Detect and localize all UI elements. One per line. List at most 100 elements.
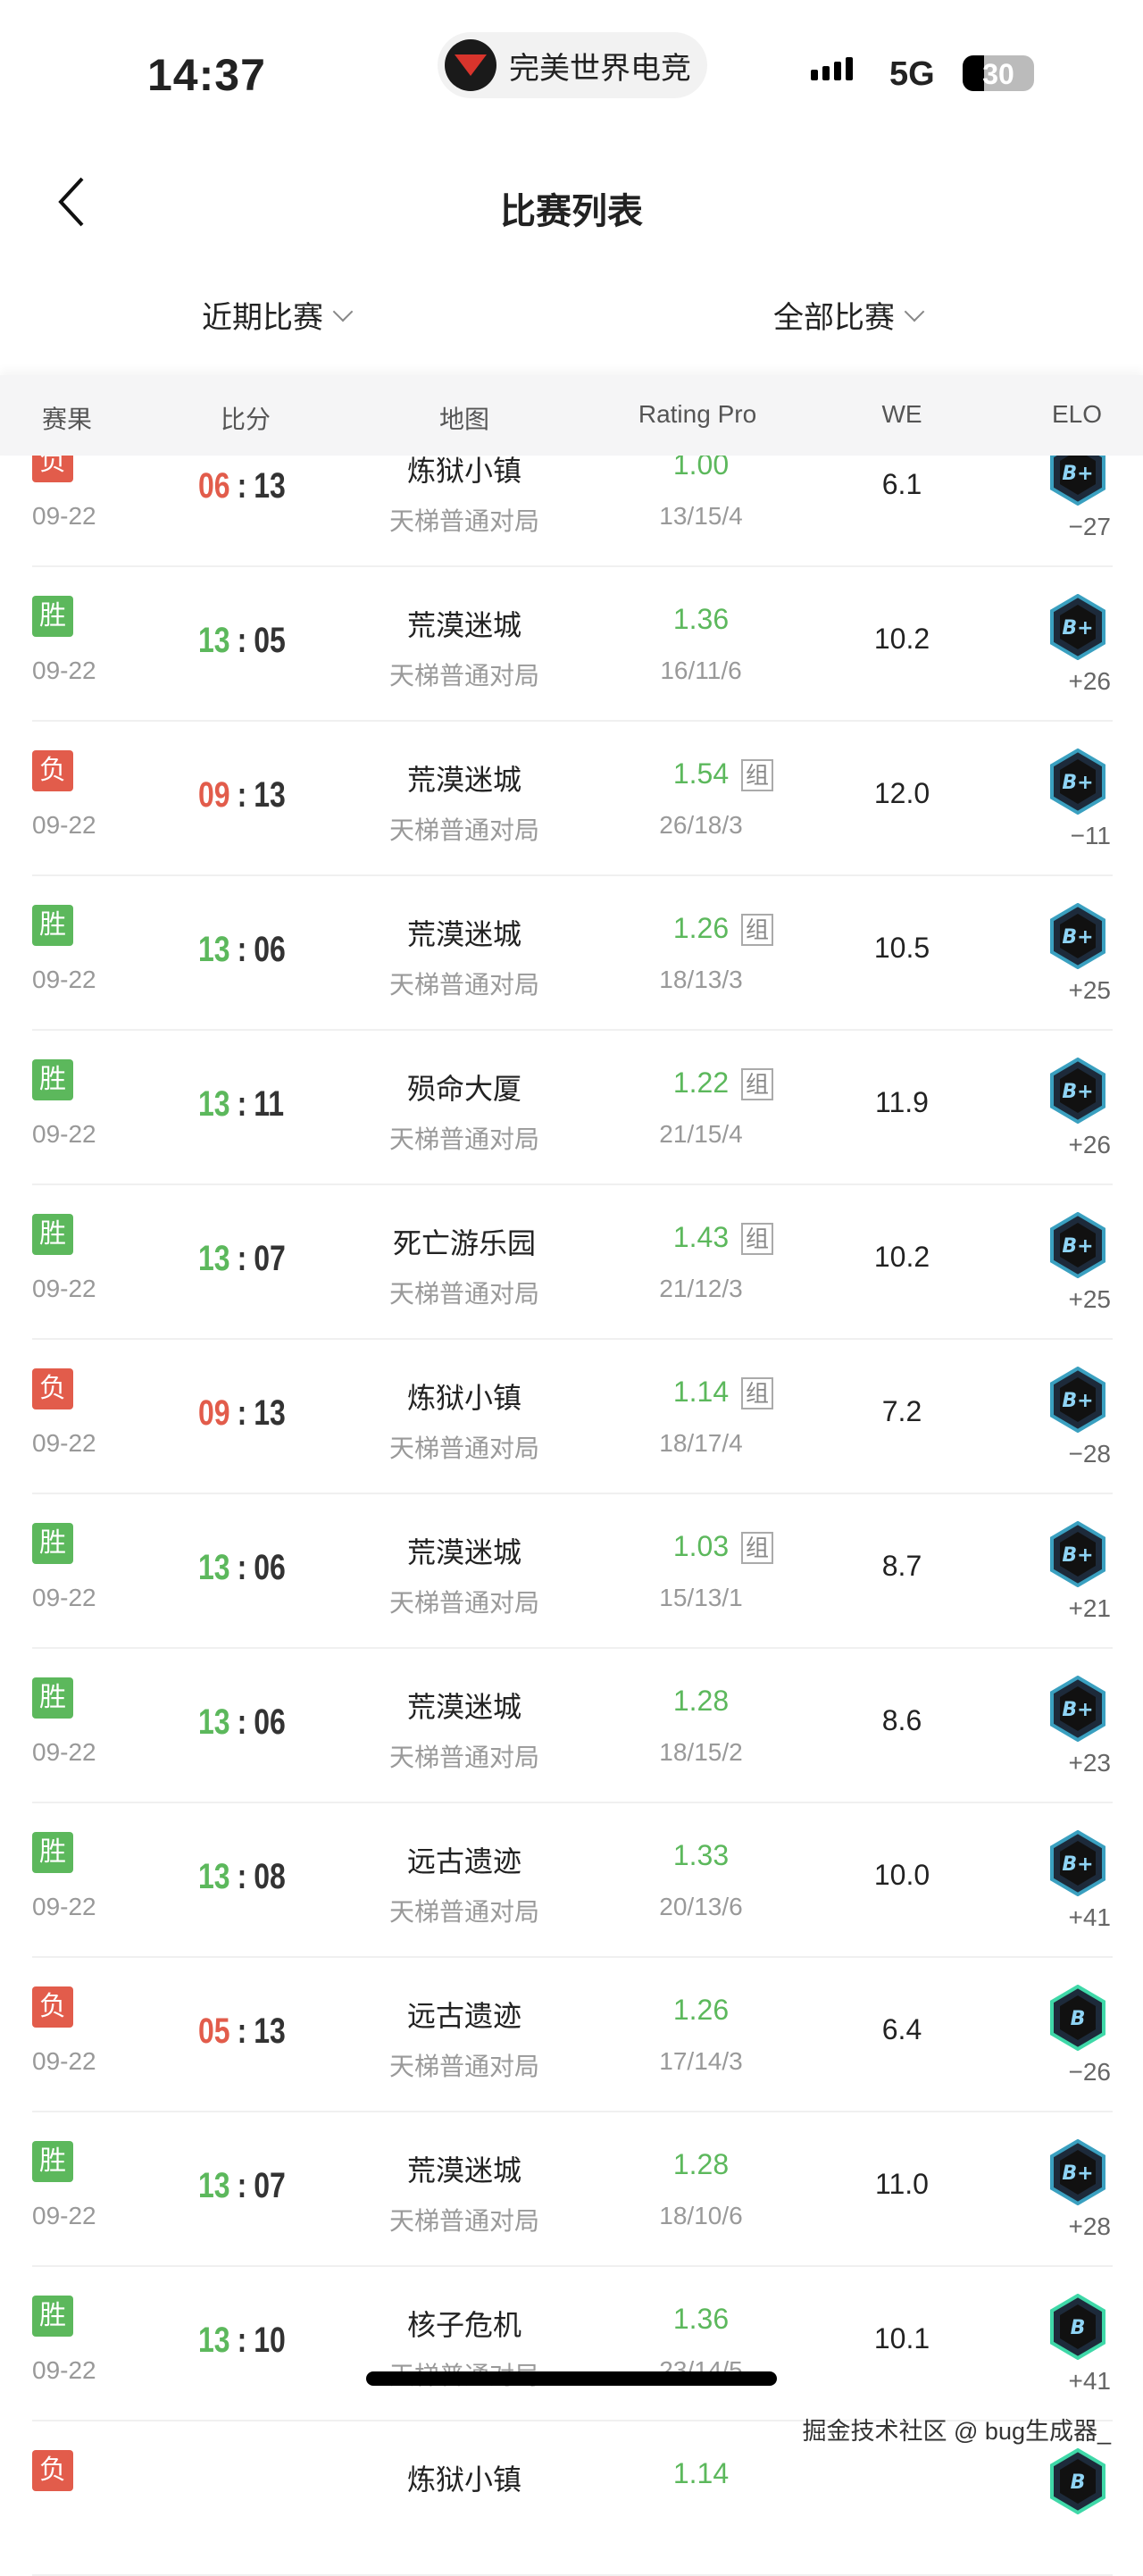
group-tag: 组	[741, 1377, 773, 1409]
rank-badge-icon: B+	[1050, 749, 1105, 815]
match-mode: 天梯普通对局	[388, 1744, 540, 1771]
result-badge: 胜	[32, 1677, 73, 1719]
we-score: 7.2	[881, 1395, 922, 1427]
score-opponent: 13	[254, 1393, 286, 1433]
kda: 21/15/4	[659, 1120, 743, 1148]
rank-label: B+	[1062, 772, 1093, 794]
rating-pro: 1.26	[672, 1994, 730, 2026]
match-date: 09-22	[32, 657, 96, 684]
col-we: WE	[881, 400, 922, 428]
map-name: 远古遗迹	[406, 1845, 522, 1878]
rank-badge-icon: B	[1050, 2448, 1105, 2514]
row-divider	[32, 2420, 1113, 2421]
page-title: 比赛列表	[500, 192, 643, 231]
col-map: 地图	[438, 406, 490, 433]
back-chevron-icon[interactable]	[55, 175, 88, 229]
map-name: 核子危机	[406, 2309, 522, 2341]
kda: 21/12/3	[659, 1275, 743, 1302]
elo-change: +25	[1068, 976, 1112, 1004]
match-score: 09:13	[198, 1393, 286, 1433]
map-name: 荒漠迷城	[406, 764, 522, 796]
match-date: 09-22	[32, 1738, 96, 1766]
match-mode: 天梯普通对局	[388, 1434, 540, 1462]
rating-pro: 1.03	[672, 1530, 730, 1562]
match-row[interactable]: 胜 09-22 13:08 远古遗迹 天梯普通对局 1.33 20/13/6 1…	[0, 1803, 1143, 1958]
elo-change: +28	[1068, 2212, 1112, 2240]
rank-label: B+	[1062, 1235, 1093, 1258]
kda: 26/18/3	[659, 811, 743, 839]
row-divider	[32, 1647, 1113, 1649]
result-badge: 胜	[32, 905, 73, 946]
score-opponent: 13	[254, 2011, 286, 2051]
elo-change: +26	[1068, 667, 1112, 695]
elo-change: +26	[1068, 1131, 1112, 1158]
clock: 14:37	[147, 50, 266, 100]
match-row[interactable]: 胜 09-22 13:06 荒漠迷城 天梯普通对局 1.28 18/15/2 8…	[0, 1649, 1143, 1803]
match-mode: 天梯普通对局	[388, 971, 540, 999]
rating-pro: 1.14	[672, 2457, 730, 2489]
match-row[interactable]: 负 09-22 05:13 远古遗迹 天梯普通对局 1.26 17/14/3 6…	[0, 1958, 1143, 2112]
match-row[interactable]: 胜 09-22 13:06 荒漠迷城 天梯普通对局 1.03 组 15/13/1…	[0, 1494, 1143, 1649]
match-date: 09-22	[32, 2356, 96, 2384]
col-result: 赛果	[41, 406, 93, 433]
rank-label: B	[1071, 2317, 1086, 2339]
score-own: 13	[198, 2321, 230, 2360]
we-score: 8.6	[881, 1704, 922, 1736]
home-indicator[interactable]	[366, 2371, 777, 2386]
rating-pro: 1.14	[672, 1376, 730, 1408]
rating-pro: 1.26	[672, 912, 730, 944]
match-mode: 天梯普通对局	[388, 1589, 540, 1617]
group-tag: 组	[741, 759, 773, 791]
match-row[interactable]: 胜 09-22 13:10 核子危机 天梯普通对局 1.36 23/14/5 1…	[0, 2267, 1143, 2421]
match-date: 09-22	[32, 1120, 96, 1148]
match-score: 13:06	[198, 930, 286, 969]
match-row[interactable]: 负 09-22 09:13 荒漠迷城 天梯普通对局 1.54 组 26/18/3…	[0, 722, 1143, 876]
map-name: 荒漠迷城	[406, 918, 522, 950]
rank-badge-icon: B+	[1050, 1367, 1105, 1433]
score-own: 13	[198, 1084, 230, 1124]
period-filter-label: 近期比赛	[202, 301, 323, 335]
rating-pro: 1.54	[672, 757, 730, 790]
score-opponent: 13	[254, 775, 286, 815]
dynamic-island-app-pill[interactable]: 完美世界电竞	[438, 32, 707, 98]
match-date: 09-22	[32, 966, 96, 993]
match-row[interactable]: 胜 09-22 13:07 荒漠迷城 天梯普通对局 1.28 18/10/6 1…	[0, 2112, 1143, 2267]
group-tag: 组	[741, 1223, 773, 1255]
match-row[interactable]: 负 09-22 09:13 炼狱小镇 天梯普通对局 1.14 组 18/17/4…	[0, 1340, 1143, 1494]
type-filter-dropdown[interactable]: 全部比赛	[773, 293, 925, 337]
match-row[interactable]: 胜 09-22 13:06 荒漠迷城 天梯普通对局 1.26 组 18/13/3…	[0, 876, 1143, 1031]
match-row[interactable]: 胜 09-22 13:05 荒漠迷城 天梯普通对局 1.36 16/11/6 1…	[0, 567, 1143, 722]
we-score: 6.4	[881, 2013, 922, 2045]
nav-bar: 比赛列表	[0, 152, 1143, 259]
result-badge: 胜	[32, 596, 73, 637]
score-own: 09	[198, 775, 230, 815]
row-divider	[32, 2265, 1113, 2267]
rank-badge-icon: B+	[1050, 1830, 1105, 1896]
score-own: 13	[198, 1702, 230, 1742]
elo-change: +41	[1068, 1903, 1112, 1931]
rating-pro: 1.22	[672, 1066, 730, 1099]
rank-badge-icon: B+	[1050, 439, 1105, 506]
row-divider	[32, 2111, 1113, 2112]
match-score: 13:06	[198, 1702, 286, 1742]
match-score: 09:13	[198, 775, 286, 815]
period-filter-dropdown[interactable]: 近期比赛	[202, 293, 354, 337]
match-row[interactable]: 胜 09-22 13:11 殒命大厦 天梯普通对局 1.22 组 21/15/4…	[0, 1031, 1143, 1185]
col-elo: ELO	[1051, 400, 1103, 428]
score-opponent: 10	[254, 2321, 286, 2360]
match-row[interactable]: 胜 09-22 13:07 死亡游乐园 天梯普通对局 1.43 组 21/12/…	[0, 1185, 1143, 1340]
result-badge: 胜	[32, 1523, 73, 1564]
map-name: 炼狱小镇	[406, 1382, 522, 1414]
score-own: 13	[198, 621, 230, 660]
match-mode: 天梯普通对局	[388, 1280, 540, 1308]
match-score: 13:06	[198, 1548, 286, 1587]
type-filter-label: 全部比赛	[773, 301, 895, 335]
row-divider	[32, 1493, 1113, 1494]
match-score: 13:07	[198, 1239, 286, 1278]
result-badge: 负	[32, 750, 73, 791]
score-opponent: 07	[254, 2166, 286, 2205]
chevron-down-icon	[904, 301, 925, 322]
group-tag: 组	[741, 1068, 773, 1100]
match-date: 09-22	[32, 1893, 96, 1920]
watermark: 掘金技术社区 @ bug生成器_	[802, 2418, 1111, 2445]
